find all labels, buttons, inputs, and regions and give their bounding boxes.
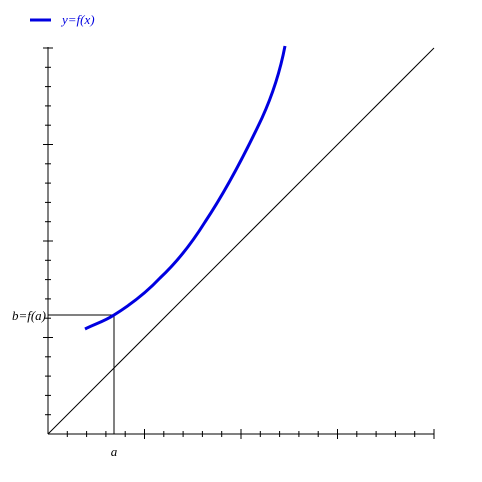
b-label: b=f(a) <box>12 308 46 323</box>
curve <box>84 45 287 331</box>
a-label: a <box>111 444 118 459</box>
axes <box>43 47 435 439</box>
identity-line <box>47 47 435 435</box>
legend-label: y=f(x) <box>60 12 95 27</box>
guide-lines <box>48 314 115 434</box>
